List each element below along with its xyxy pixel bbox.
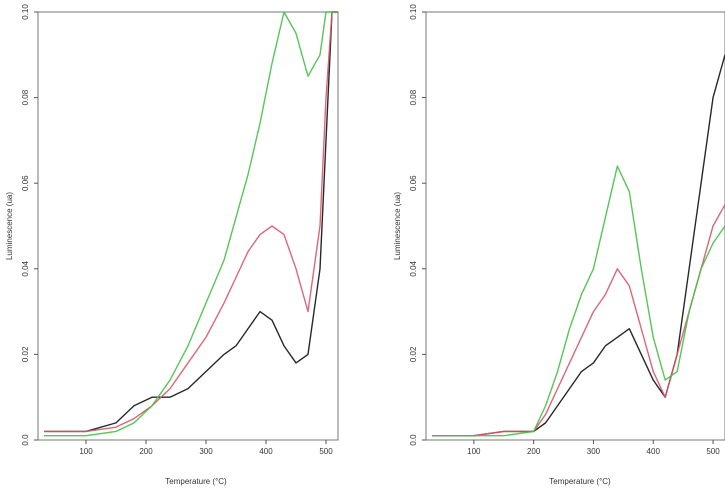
- y-tick-label: 0.0: [409, 434, 418, 446]
- x-tick-label: 200: [527, 447, 541, 456]
- series-line-2: [431, 165, 725, 437]
- x-tick-label: 500: [706, 447, 720, 456]
- y-axis-title-right: Luminescence (ua): [393, 192, 402, 260]
- x-tick-label: 100: [467, 447, 481, 456]
- x-axis-title-left: Temperature (°C): [165, 477, 227, 486]
- x-tick-label: 300: [587, 447, 601, 456]
- series-line-1: [44, 11, 338, 433]
- plot-frame: [37, 11, 339, 441]
- x-tick-label: 500: [319, 447, 333, 456]
- x-tick-label: 100: [79, 447, 93, 456]
- y-tick-label: 0.04: [21, 260, 30, 276]
- y-tick-label: 0.02: [21, 346, 30, 362]
- y-tick-label: 0.06: [409, 175, 418, 191]
- y-tick-label: 0.02: [409, 346, 418, 362]
- y-axis-title-left: Luminescence (ua): [5, 192, 14, 260]
- x-tick-label: 300: [199, 447, 213, 456]
- x-tick-label: 400: [259, 447, 273, 456]
- chart-panel-right: Luminescence (ua) Temperature (°C) 100 20…: [393, 4, 725, 486]
- chart-panel-left: Luminescence (ua) Temperature (°C) 100 20…: [5, 4, 339, 486]
- y-tick-label: 0.04: [409, 260, 418, 276]
- y-tick-label: 0.08: [21, 89, 30, 105]
- y-tick-label: 0.0: [21, 434, 30, 446]
- y-tick-label: 0.10: [409, 4, 418, 20]
- y-tick-label: 0.06: [21, 175, 30, 191]
- x-tick-label: 200: [139, 447, 153, 456]
- series-line-0: [431, 54, 725, 437]
- series-line-0: [44, 11, 338, 433]
- plot-frame: [425, 11, 725, 441]
- series-line-2: [44, 11, 338, 437]
- y-tick-label: 0.10: [21, 4, 30, 20]
- x-axis-title-right: Temperature (°C): [549, 477, 611, 486]
- x-tick-label: 400: [647, 447, 661, 456]
- y-tick-label: 0.08: [409, 89, 418, 105]
